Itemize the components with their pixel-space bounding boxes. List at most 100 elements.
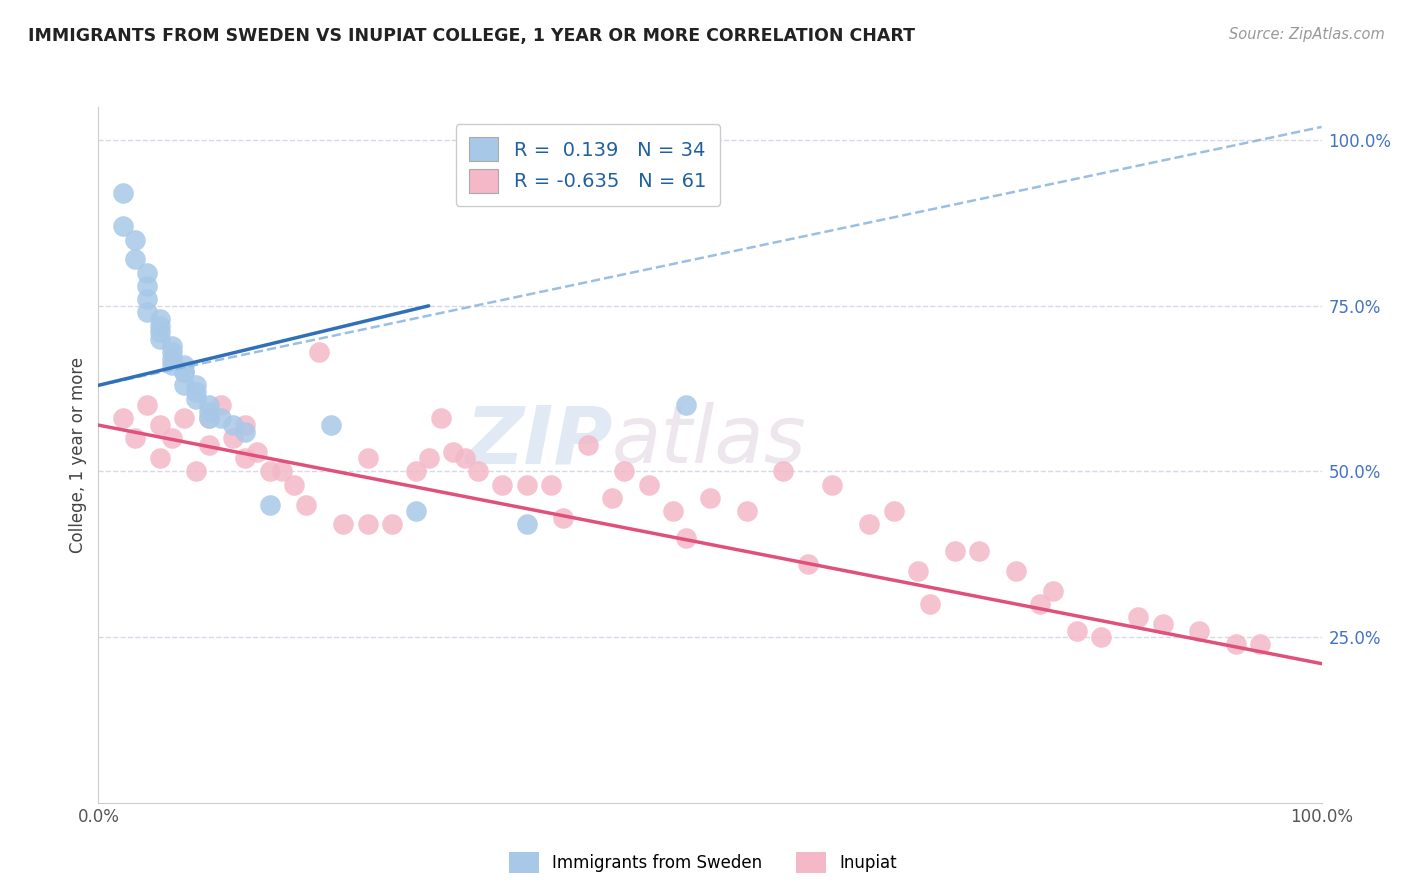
Point [356,451,378,466]
Point [124,233,146,247]
Point [111,411,134,425]
Point [197,405,219,419]
Point [197,438,219,452]
Point [270,465,294,479]
Point [233,451,256,466]
Point [259,465,281,479]
Point [124,252,146,267]
Point [638,477,661,491]
Legend: Immigrants from Sweden, Inupiat: Immigrants from Sweden, Inupiat [502,846,904,880]
Point [295,498,318,512]
Point [160,431,183,445]
Text: atlas: atlas [612,402,807,480]
Point [111,186,134,201]
Point [430,411,453,425]
Point [576,438,599,452]
Point [173,359,195,373]
Point [1066,624,1088,638]
Point [381,517,404,532]
Point [920,597,942,611]
Point [136,292,159,306]
Point [136,266,159,280]
Point [149,451,172,466]
Point [699,491,721,505]
Point [149,312,172,326]
Point [883,504,905,518]
Point [821,477,844,491]
Point [308,345,330,359]
Point [1128,610,1150,624]
Point [173,378,195,392]
Point [160,345,183,359]
Point [540,477,562,491]
Point [197,411,219,425]
Point [124,431,146,445]
Point [283,477,305,491]
Point [772,465,794,479]
Point [136,279,159,293]
Point [197,411,219,425]
Point [1225,637,1247,651]
Point [858,517,880,532]
Point [675,531,697,545]
Point [111,219,134,234]
Point [515,477,537,491]
Point [675,398,697,412]
Point [246,444,269,458]
Point [967,544,990,558]
Point [735,504,758,518]
Point [418,451,440,466]
Point [222,418,245,433]
Point [797,558,820,572]
Point [209,411,232,425]
Point [209,398,232,412]
Point [662,504,685,518]
Point [186,465,208,479]
Point [186,384,208,399]
Point [1042,583,1064,598]
Point [491,477,513,491]
Point [149,332,172,346]
Point [259,498,281,512]
Point [441,444,464,458]
Point [467,465,489,479]
Point [454,451,477,466]
Point [186,378,208,392]
Point [160,338,183,352]
Point [1152,616,1174,631]
Point [233,418,256,433]
Point [319,418,342,433]
Point [332,517,354,532]
Point [173,411,195,425]
Point [197,398,219,412]
Point [136,305,159,319]
Point [943,544,966,558]
Text: Source: ZipAtlas.com: Source: ZipAtlas.com [1229,27,1385,42]
Point [553,511,575,525]
Y-axis label: College, 1 year or more: College, 1 year or more [69,357,87,553]
Point [149,326,172,340]
Point [405,465,427,479]
Point [356,517,378,532]
Point [222,431,245,445]
Text: ZIP: ZIP [465,402,612,480]
Point [1188,624,1211,638]
Point [186,392,208,406]
Legend: R =  0.139   N = 34, R = -0.635   N = 61: R = 0.139 N = 34, R = -0.635 N = 61 [456,124,720,206]
Point [613,465,636,479]
Point [160,351,183,366]
Point [600,491,623,505]
Point [149,418,172,433]
Point [907,564,929,578]
Point [515,517,537,532]
Point [405,504,427,518]
Point [136,398,159,412]
Point [173,365,195,379]
Text: IMMIGRANTS FROM SWEDEN VS INUPIAT COLLEGE, 1 YEAR OR MORE CORRELATION CHART: IMMIGRANTS FROM SWEDEN VS INUPIAT COLLEG… [28,27,915,45]
Point [1090,630,1112,644]
Point [1004,564,1026,578]
Point [1029,597,1052,611]
Point [173,365,195,379]
Point [233,425,256,439]
Point [149,318,172,333]
